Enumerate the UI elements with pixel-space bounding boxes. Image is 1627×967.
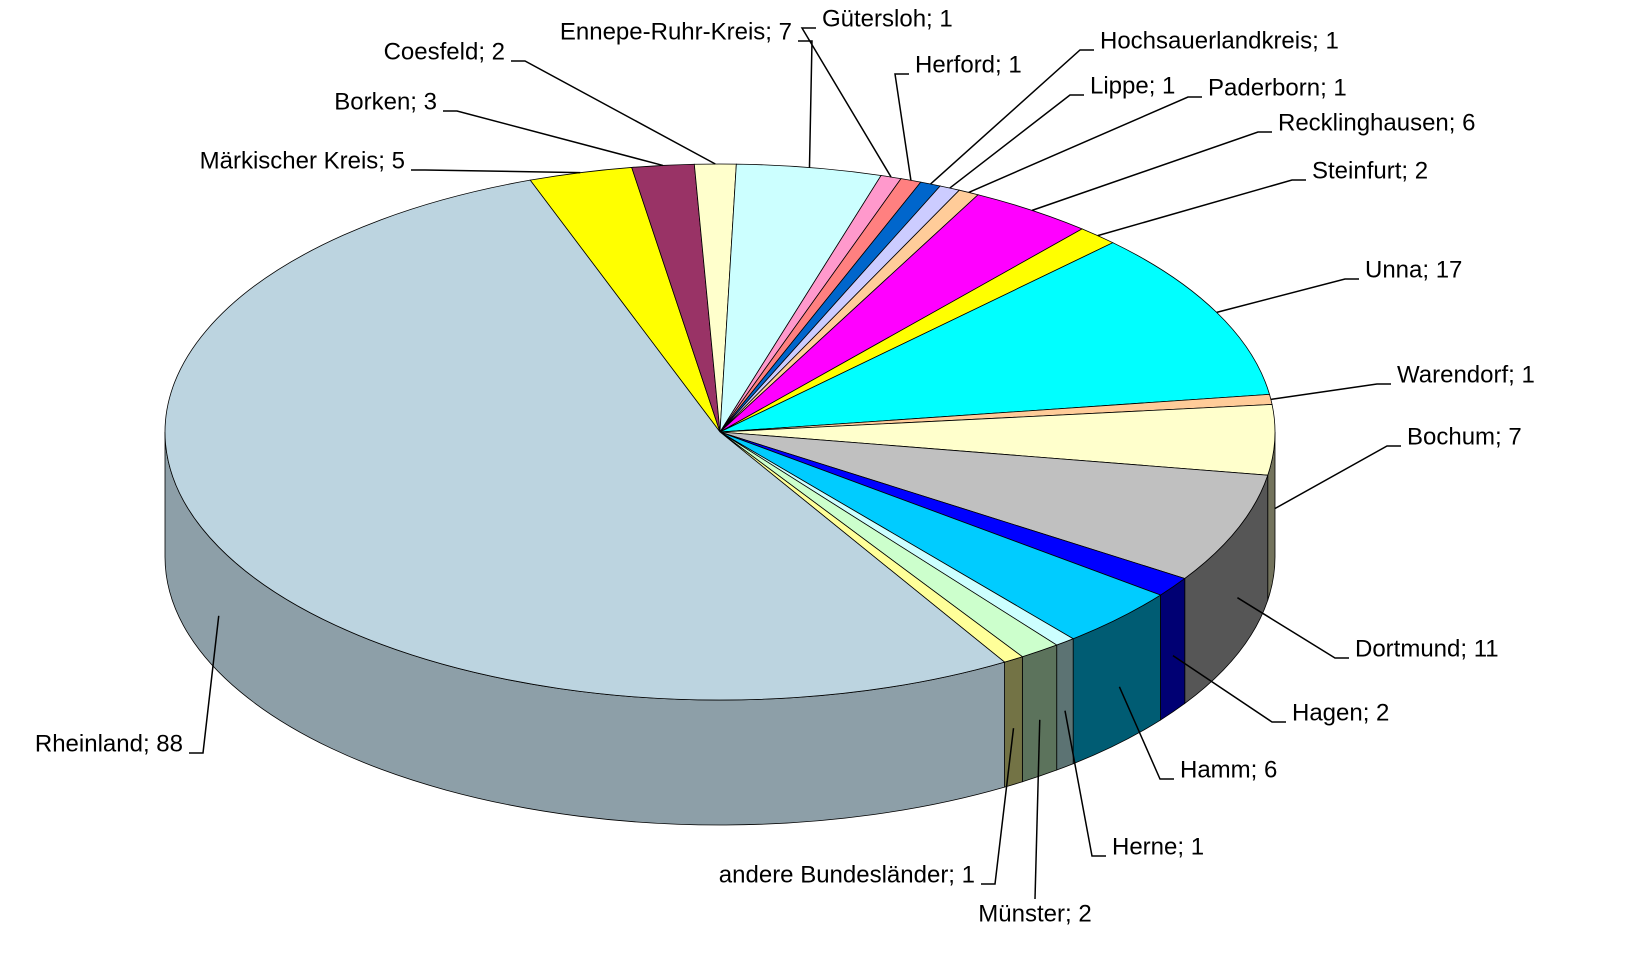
leader-line: [800, 27, 892, 178]
leader-line: [443, 110, 664, 167]
data-label: andere Bundesländer; 1: [719, 861, 975, 888]
leader-line: [1237, 597, 1349, 659]
data-label: Rheinland; 88: [35, 730, 183, 757]
data-label: Lippe; 1: [1090, 72, 1175, 99]
slice: [164, 179, 1006, 701]
data-label: Gütersloh; 1: [822, 5, 953, 32]
leader-line: [1216, 278, 1359, 314]
slice-side: [1160, 577, 1186, 721]
leader-line: [968, 96, 1202, 194]
data-label: Märkischer Kreis; 5: [200, 147, 405, 174]
data-label: Bochum; 7: [1407, 423, 1522, 450]
leader-line: [949, 94, 1084, 189]
data-label: Dortmund; 11: [1355, 635, 1499, 662]
leader-line: [189, 615, 220, 754]
leader-line: [1118, 686, 1174, 780]
leader-line: [894, 73, 912, 181]
leader-line: [981, 728, 1015, 885]
data-label: Borken; 3: [334, 88, 437, 115]
data-label: Herne; 1: [1112, 833, 1204, 860]
leader-line: [1034, 719, 1041, 900]
leader-line: [1274, 445, 1401, 510]
leader-line: [511, 60, 716, 165]
data-label: Recklinghausen; 6: [1278, 109, 1475, 136]
leader-line: [798, 40, 813, 168]
leader-line: [1031, 131, 1272, 212]
slice-side: [1056, 638, 1074, 771]
data-label: Münster; 2: [978, 900, 1091, 927]
slice: [719, 242, 1271, 433]
data-label: Hochsauerlandkreis; 1: [1100, 27, 1339, 54]
leader-line: [1270, 383, 1391, 401]
data-label: Herford; 1: [915, 51, 1022, 78]
data-label: Paderborn; 1: [1208, 74, 1347, 101]
data-label: Hamm; 6: [1180, 756, 1277, 783]
leader-line: [1172, 654, 1286, 723]
slice: [719, 431, 1269, 579]
slice-side: [1004, 656, 1023, 788]
slice-side: [1021, 644, 1058, 783]
data-label: Ennepe-Ruhr-Kreis; 7: [560, 18, 792, 45]
leader-line: [1097, 179, 1306, 237]
data-label: Unna; 17: [1365, 256, 1462, 283]
leader-line: [930, 49, 1094, 185]
data-label: Warendorf; 1: [1397, 361, 1535, 388]
leader-line: [411, 169, 581, 174]
data-label: Steinfurt; 2: [1312, 157, 1428, 184]
leader-line: [1064, 710, 1106, 857]
data-label: Coesfeld; 2: [384, 38, 505, 65]
data-label: Hagen; 2: [1292, 699, 1389, 726]
